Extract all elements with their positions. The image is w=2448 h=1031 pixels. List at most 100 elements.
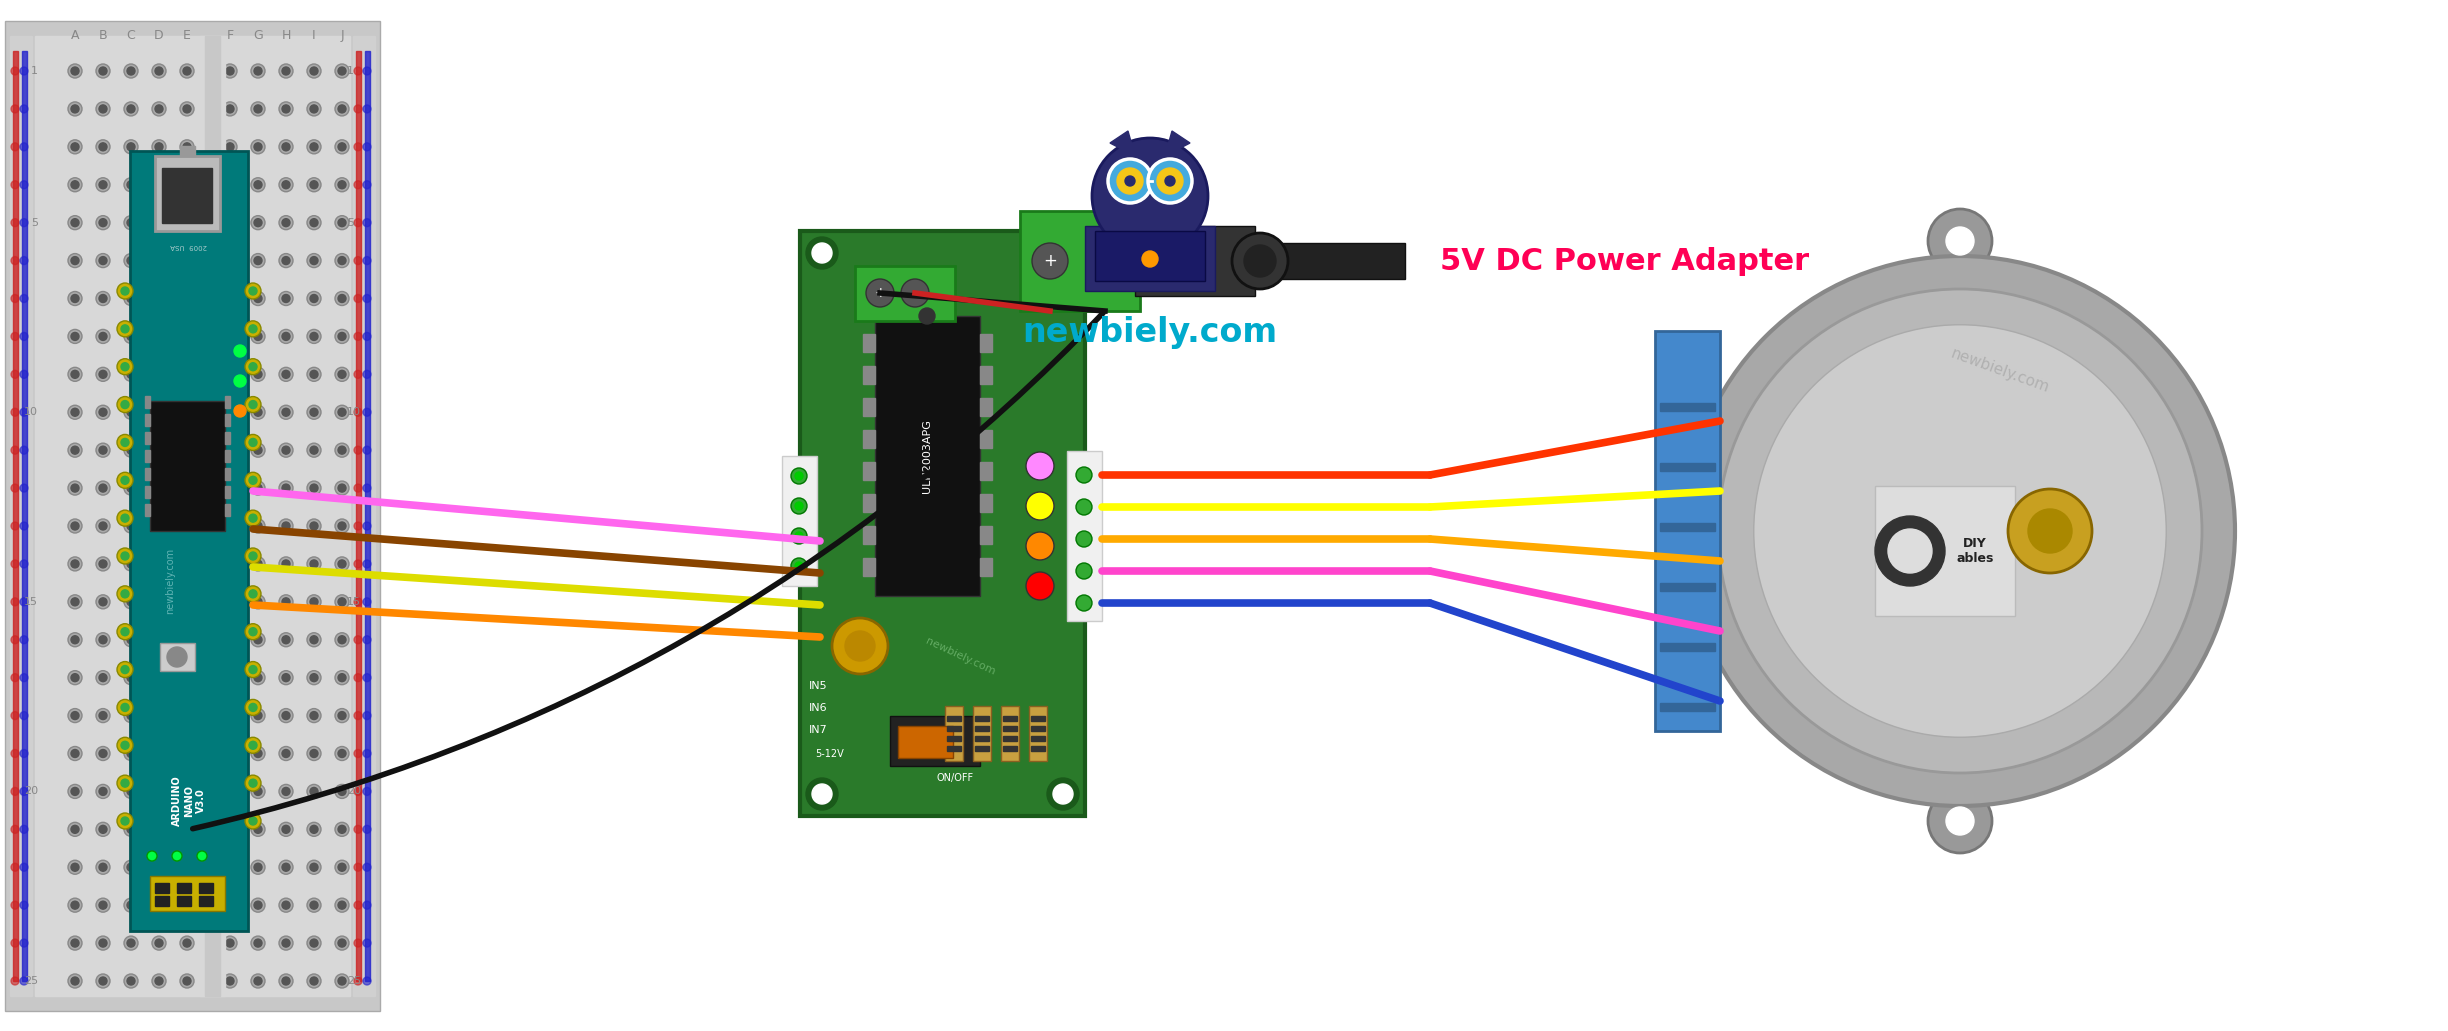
Circle shape (362, 977, 372, 985)
Bar (979, 366, 991, 384)
Circle shape (20, 939, 27, 947)
Circle shape (1148, 159, 1192, 203)
Circle shape (279, 215, 294, 230)
Circle shape (125, 330, 137, 343)
Circle shape (225, 180, 235, 189)
Circle shape (181, 557, 193, 571)
Circle shape (255, 863, 262, 871)
Bar (898, 726, 952, 758)
Circle shape (225, 105, 235, 113)
Circle shape (338, 939, 345, 947)
Circle shape (1026, 532, 1055, 560)
Circle shape (338, 560, 345, 568)
Circle shape (250, 514, 257, 522)
Circle shape (335, 140, 350, 154)
Bar (225, 432, 230, 444)
Circle shape (225, 332, 235, 340)
Circle shape (125, 254, 137, 268)
Circle shape (98, 67, 108, 75)
Circle shape (250, 817, 257, 825)
Bar (947, 726, 962, 731)
Circle shape (10, 408, 20, 417)
Circle shape (362, 711, 372, 720)
Circle shape (125, 557, 137, 571)
Bar (1004, 736, 1016, 741)
Text: 25: 25 (348, 976, 362, 986)
Circle shape (10, 105, 20, 113)
Circle shape (120, 552, 130, 560)
Circle shape (120, 514, 130, 522)
Text: ON/OFF: ON/OFF (938, 773, 974, 783)
Circle shape (225, 485, 235, 492)
Text: newbiely.com: newbiely.com (1949, 346, 2051, 396)
Circle shape (255, 673, 262, 681)
Circle shape (311, 105, 318, 113)
Circle shape (154, 180, 164, 189)
Circle shape (1158, 168, 1182, 194)
Circle shape (71, 977, 78, 985)
Bar (800, 231, 1084, 816)
Circle shape (127, 522, 135, 530)
Circle shape (196, 851, 208, 861)
Circle shape (127, 598, 135, 606)
Bar (1004, 746, 1016, 751)
Circle shape (279, 330, 294, 343)
Circle shape (1033, 498, 1048, 514)
Circle shape (181, 292, 193, 305)
Circle shape (282, 788, 289, 796)
Circle shape (95, 443, 110, 457)
Circle shape (355, 446, 362, 455)
Circle shape (181, 177, 193, 192)
Circle shape (282, 560, 289, 568)
Circle shape (10, 750, 20, 758)
Circle shape (98, 901, 108, 909)
Circle shape (338, 180, 345, 189)
Circle shape (1126, 176, 1136, 186)
Circle shape (184, 522, 191, 530)
Circle shape (154, 711, 164, 720)
Text: F: F (225, 29, 233, 42)
Circle shape (184, 332, 191, 340)
Circle shape (306, 746, 321, 761)
Circle shape (335, 974, 350, 988)
Text: 10: 10 (348, 407, 360, 418)
Circle shape (71, 560, 78, 568)
Circle shape (154, 446, 164, 455)
Circle shape (250, 325, 257, 333)
Circle shape (171, 851, 181, 861)
Circle shape (71, 295, 78, 302)
Circle shape (245, 775, 262, 791)
Circle shape (355, 901, 362, 909)
Text: 15: 15 (348, 597, 360, 607)
Circle shape (355, 522, 362, 530)
Circle shape (338, 788, 345, 796)
Circle shape (184, 711, 191, 720)
Circle shape (796, 502, 803, 510)
Circle shape (147, 851, 157, 861)
Circle shape (355, 105, 362, 113)
Circle shape (1077, 563, 1092, 579)
Circle shape (98, 673, 108, 681)
Circle shape (250, 666, 257, 673)
Circle shape (255, 939, 262, 947)
Circle shape (120, 590, 130, 598)
Circle shape (10, 673, 20, 681)
Circle shape (282, 257, 289, 265)
Circle shape (20, 636, 27, 643)
Circle shape (127, 673, 135, 681)
Circle shape (306, 974, 321, 988)
Circle shape (98, 863, 108, 871)
Circle shape (225, 143, 235, 151)
Bar (5, 21, 379, 1011)
Circle shape (95, 633, 110, 646)
Circle shape (306, 292, 321, 305)
Circle shape (69, 823, 81, 836)
Bar (10, 36, 32, 996)
Circle shape (127, 295, 135, 302)
Circle shape (125, 785, 137, 798)
Circle shape (250, 628, 257, 636)
Circle shape (311, 750, 318, 758)
Circle shape (279, 823, 294, 836)
Circle shape (245, 359, 262, 374)
Circle shape (362, 560, 372, 568)
